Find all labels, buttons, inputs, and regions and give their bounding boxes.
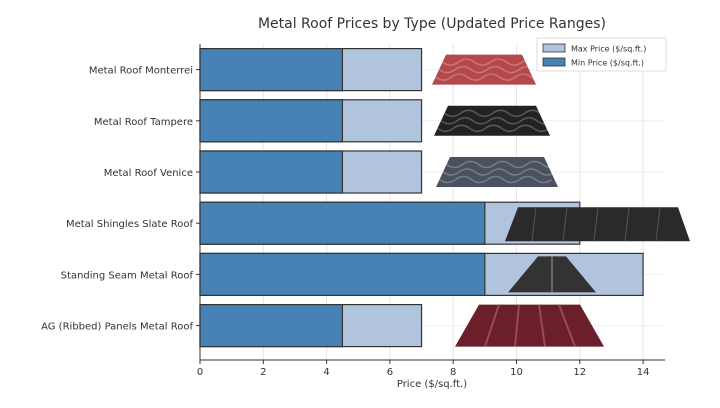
x-tick-label: 6 [387, 367, 393, 378]
y-tick-label: Standing Seam Metal Roof [61, 270, 194, 281]
x-tick-label: 0 [197, 367, 203, 378]
roof-ridge [437, 124, 550, 133]
bar-min-price [199, 99, 344, 143]
roof-ridge [444, 109, 557, 118]
bar-min-price [199, 201, 486, 245]
roof-rib [484, 304, 500, 347]
y-tick-label: AG (Ribbed) Panels Metal Roof [41, 322, 193, 333]
black-tile-roof-icon [434, 105, 557, 136]
legend-swatch [542, 57, 566, 67]
roof-rib [538, 304, 546, 347]
bar-min-price [199, 150, 344, 194]
x-tick-label: 8 [450, 367, 456, 378]
roof-ridge [442, 168, 556, 176]
legend: Max Price ($/sq.ft.) Min Price ($/sq.ft.) [536, 37, 667, 72]
roof-shape [505, 207, 690, 242]
roof-shape [434, 105, 550, 136]
ribbed-panel-roof-icon [455, 304, 604, 347]
roof-seam [531, 207, 537, 242]
roof-shape [455, 304, 604, 347]
x-tick-label: 4 [323, 367, 329, 378]
chart-title: Metal Roof Prices by Type (Updated Price… [258, 16, 606, 32]
bar-min-price [199, 304, 344, 348]
legend-label: Min Price ($/sq.ft.) [571, 59, 644, 68]
x-tick-label: 12 [573, 367, 586, 378]
roof-seam [593, 207, 599, 242]
standing-seam-roof-icon [508, 256, 596, 293]
gray-tile-roof-icon [436, 157, 559, 187]
roof-rib [514, 304, 520, 347]
x-axis-label: Price ($/sq.ft.) [397, 379, 467, 390]
legend-label: Max Price ($/sq.ft.) [571, 45, 646, 54]
bar-min-price [199, 252, 486, 296]
y-tick-label: Metal Roof Tampere [94, 117, 193, 128]
slate-shingle-roof-icon [505, 207, 690, 242]
roof-shape [432, 54, 536, 85]
y-tick-label: Metal Shingles Slate Roof [66, 219, 193, 230]
roof-ridge [438, 65, 552, 74]
roof-ridge [446, 160, 559, 169]
x-tick-label: 2 [260, 367, 266, 378]
roof-ridge [435, 73, 548, 81]
roof-seam [562, 207, 568, 242]
x-tick-label: 14 [637, 367, 650, 378]
red-tile-roof-icon [432, 54, 555, 85]
roof-shape [436, 157, 558, 187]
roof-rib [558, 304, 576, 347]
roof-ridge [439, 175, 552, 184]
y-tick-label: Metal Roof Monterrei [89, 66, 193, 77]
roof-seam [624, 207, 630, 242]
roof-ridge [440, 117, 554, 125]
legend-swatch [542, 43, 566, 53]
bar-min-price [199, 47, 344, 92]
roof-seam [655, 207, 661, 242]
y-tick-label: Metal Roof Venice [104, 168, 193, 179]
x-tick-label: 10 [510, 367, 523, 378]
